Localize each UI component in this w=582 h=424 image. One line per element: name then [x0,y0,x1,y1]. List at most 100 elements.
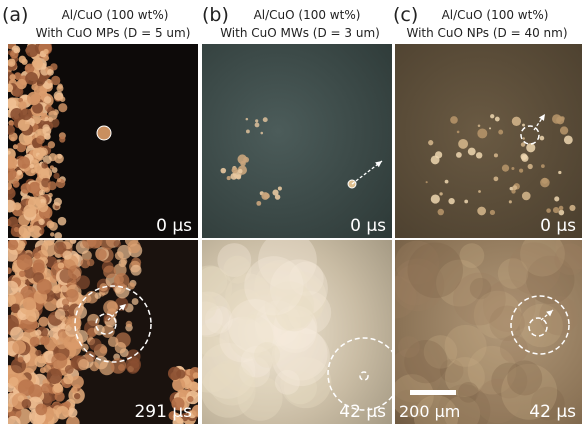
figure: (a) Al/CuO (100 wt%) With CuO MPs (D = 5… [0,0,582,424]
texture [260,132,263,135]
texture [38,219,44,225]
texture [63,374,73,384]
texture [428,140,433,145]
texture [58,217,67,226]
texture [13,48,19,54]
panel-label: (c) [393,4,418,26]
texture [35,403,47,415]
texture [48,181,57,190]
texture [19,101,27,109]
texture [37,279,52,294]
texture [19,271,25,277]
texture [375,161,382,167]
texture [74,393,80,399]
texture [37,130,41,134]
texture [519,169,523,173]
micrograph: 42 µs [202,240,392,424]
texture [546,208,551,213]
texture [278,186,282,190]
texture [498,130,503,135]
texture [51,353,67,369]
texture [456,152,462,158]
texture [35,356,46,367]
texture [489,127,491,129]
texture [27,92,40,105]
texture [132,298,139,305]
texture [559,206,564,211]
texture [439,192,442,195]
texture [477,128,487,138]
texture [494,153,498,157]
texture [168,367,181,380]
panel-subtitle: With CuO MWs (D = 3 um) [200,26,400,40]
texture [39,229,44,234]
texture [43,49,48,54]
texture [564,135,573,144]
texture [227,176,231,180]
texture [238,169,243,174]
micrograph: 0 µs [395,44,582,238]
texture [244,256,303,315]
texture [478,124,481,127]
texture [8,217,18,228]
texture [468,148,476,156]
texture [272,190,278,196]
texture [48,111,57,120]
texture [490,210,495,215]
texture [458,139,468,149]
texture [328,338,392,410]
texture [554,196,559,201]
texture [26,308,40,322]
texture [560,126,568,134]
texture [541,164,545,168]
texture [40,148,48,156]
timestamp: 42 µs [339,402,386,422]
scale-bar [410,390,456,395]
texture [10,327,23,340]
texture [34,252,41,259]
texture [256,201,261,206]
texture [539,296,578,335]
texture [46,221,54,229]
texture [360,372,368,380]
texture [47,368,63,384]
texture [254,342,280,368]
texture [25,72,38,85]
texture [41,162,48,169]
texture [41,383,51,393]
texture [255,123,260,128]
texture [35,330,41,336]
texture [255,119,258,122]
texture [107,301,117,311]
texture [78,359,89,370]
texture [17,170,22,175]
micrograph: 42 µs [395,240,582,424]
texture [526,143,535,152]
texture [246,130,250,134]
texture [521,126,539,144]
texture [54,91,63,100]
texture [445,325,487,367]
texture [22,399,32,409]
micrograph-texture [395,44,582,238]
texture [490,114,494,118]
texture [459,243,484,268]
texture [36,135,45,144]
texture [126,321,132,327]
texture [58,103,67,112]
texture [263,117,268,122]
texture [23,297,36,310]
texture [114,240,121,247]
texture [63,250,72,259]
texture [53,383,63,393]
texture [21,183,31,193]
texture [431,194,440,203]
texture [54,232,62,238]
texture [495,117,500,122]
texture [17,254,33,270]
texture [450,116,458,124]
texture [19,225,31,237]
timestamp: 0 µs [540,216,576,236]
texture [19,56,26,63]
texture [18,156,30,168]
